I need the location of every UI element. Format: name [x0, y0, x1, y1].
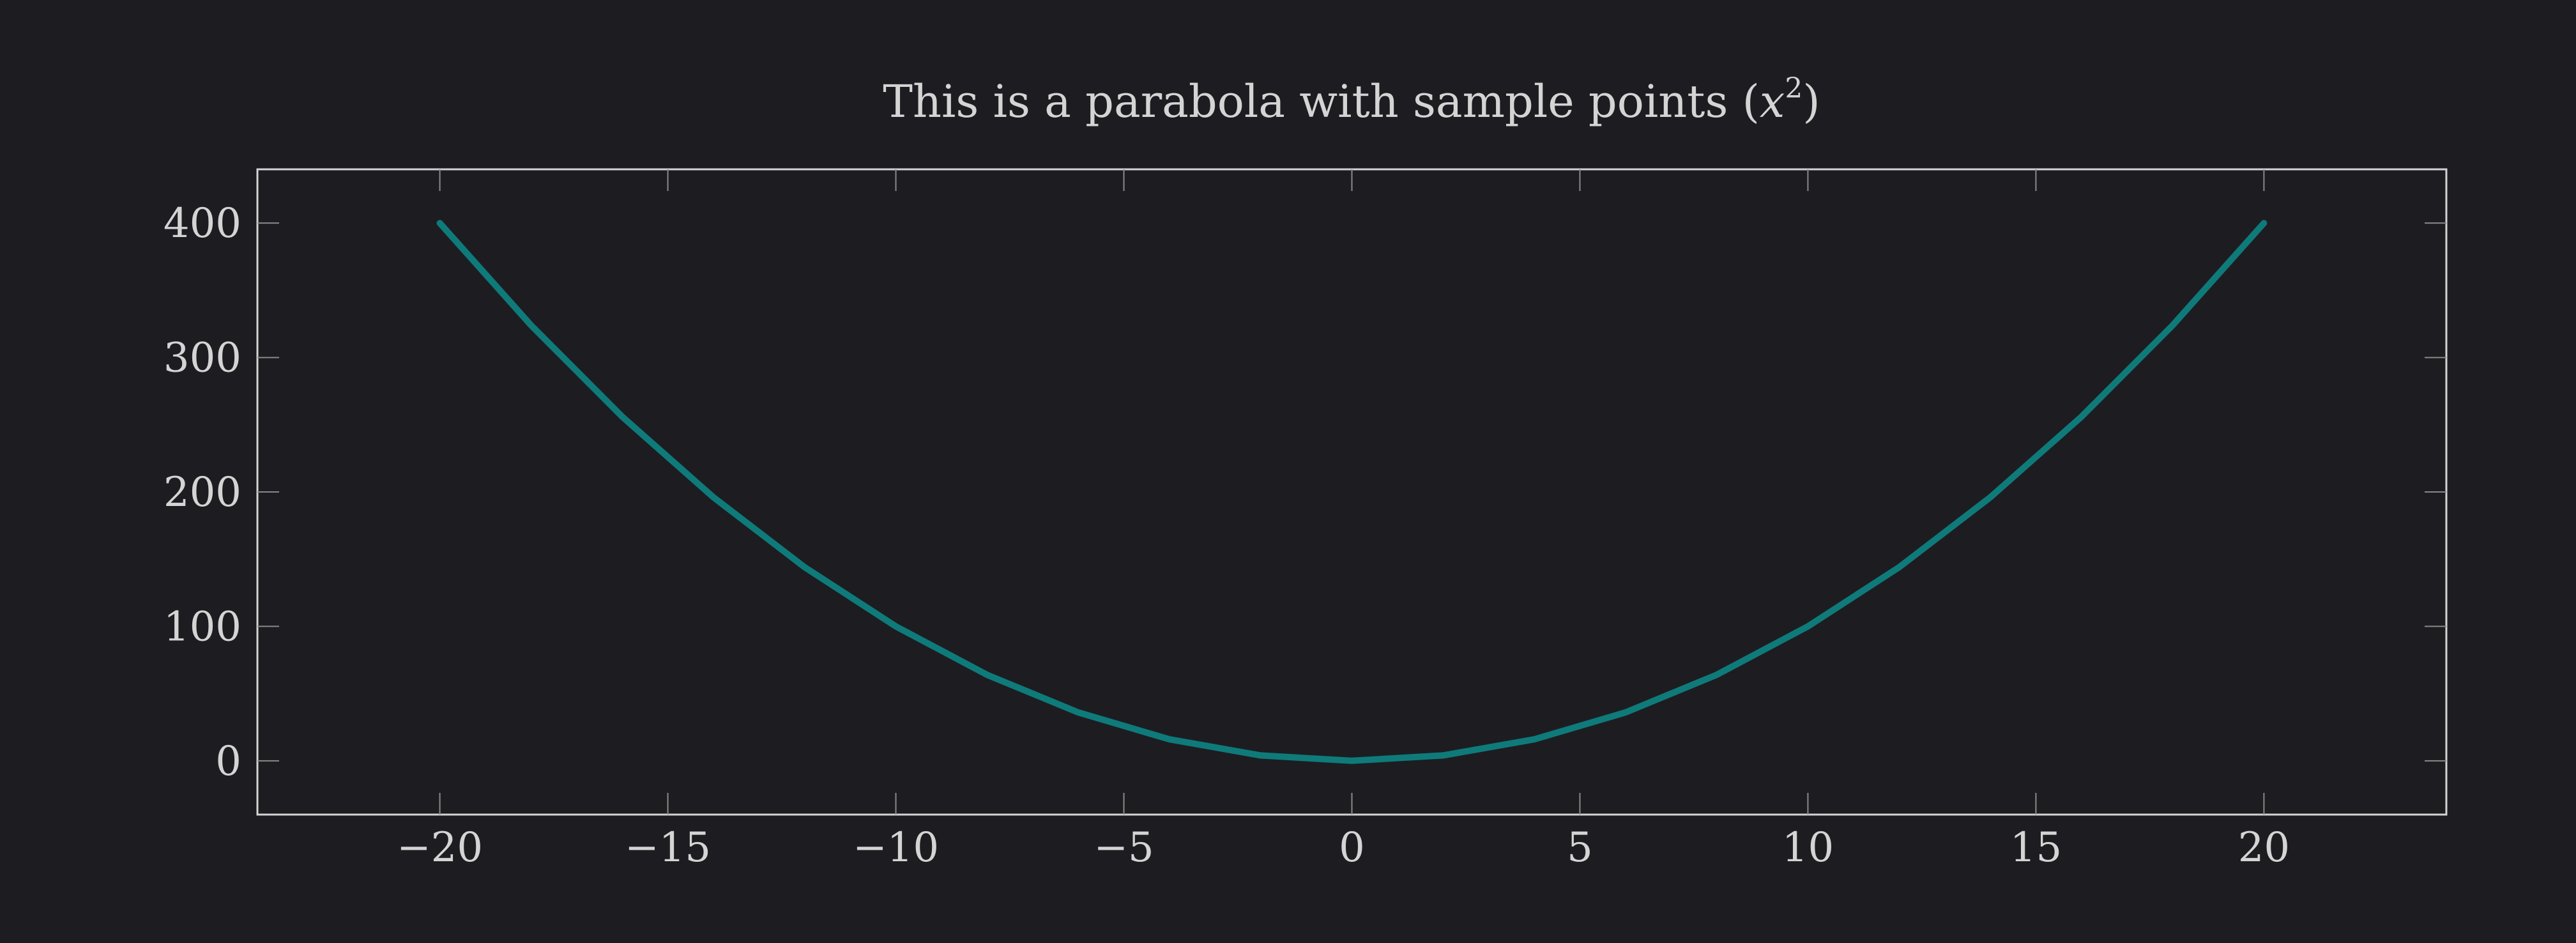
- y-tick-label: 200: [164, 469, 241, 516]
- x-tick-label: −5: [1094, 824, 1154, 871]
- series-line: [436, 220, 2267, 764]
- chart-title-variable: x: [1760, 75, 1785, 128]
- x-tick-label: −15: [625, 824, 711, 871]
- x-tick-label: −10: [853, 824, 939, 871]
- chart-title-prefix: This is a parabola with sample points (: [883, 75, 1760, 128]
- x-tick-label: 0: [1339, 824, 1365, 871]
- x-tick-label: 20: [2238, 824, 2290, 871]
- y-tick-label: 400: [164, 200, 241, 247]
- x-tick-label: 5: [1567, 824, 1593, 871]
- x-tick-label: −20: [397, 824, 483, 871]
- series-layer: [436, 220, 2267, 764]
- y-axis-ticks: 0 100 200 300 400: [164, 200, 2446, 785]
- y-tick-label: 300: [164, 335, 241, 382]
- chart-title: This is a parabola with sample points (x…: [883, 72, 1820, 128]
- x-axis-ticks: −20 −15 −10 −5 0 5 10 15 20: [397, 169, 2290, 871]
- y-tick-label: 0: [215, 738, 241, 785]
- chart-title-suffix: ): [1802, 75, 1820, 128]
- x-tick-label: 10: [1782, 824, 1834, 871]
- y-tick-label: 100: [164, 603, 241, 650]
- x-tick-label: 15: [2010, 824, 2062, 871]
- chart-title-exponent: 2: [1785, 72, 1802, 105]
- plot-area-frame: [256, 168, 2448, 816]
